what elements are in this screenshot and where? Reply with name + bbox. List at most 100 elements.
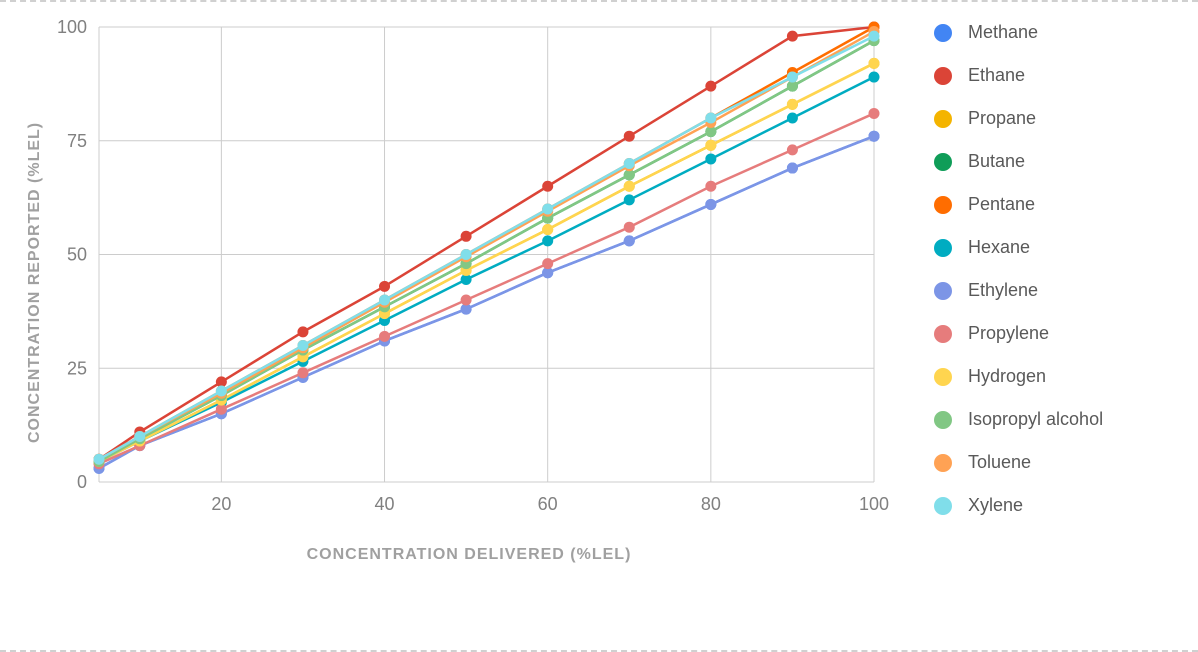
series-line <box>99 36 874 459</box>
series-point <box>787 163 798 174</box>
legend-item: Xylene <box>934 495 1103 516</box>
legend-swatch-icon <box>934 110 952 128</box>
legend-label: Hydrogen <box>968 366 1046 387</box>
series-point <box>869 31 880 42</box>
series-point <box>787 72 798 83</box>
series-point <box>542 235 553 246</box>
y-tick-label: 50 <box>67 245 87 265</box>
series-point <box>869 72 880 83</box>
series-point <box>787 31 798 42</box>
x-tick-label: 40 <box>375 494 395 514</box>
series-point <box>379 295 390 306</box>
legend-swatch-icon <box>934 411 952 429</box>
series-line <box>99 113 874 463</box>
x-tick-label: 100 <box>859 494 889 514</box>
series-line <box>99 41 874 462</box>
y-tick-label: 75 <box>67 131 87 151</box>
legend-swatch-icon <box>934 497 952 515</box>
legend-item: Propane <box>934 108 1103 129</box>
series-point <box>297 326 308 337</box>
legend-item: Isopropyl alcohol <box>934 409 1103 430</box>
series-point <box>542 204 553 215</box>
series-point <box>461 295 472 306</box>
legend-label: Pentane <box>968 194 1035 215</box>
series-point <box>624 194 635 205</box>
legend-label: Xylene <box>968 495 1023 516</box>
series-point <box>542 181 553 192</box>
series-point <box>379 331 390 342</box>
legend-item: Toluene <box>934 452 1103 473</box>
series-point <box>705 153 716 164</box>
x-tick-label: 20 <box>211 494 231 514</box>
legend-swatch-icon <box>934 196 952 214</box>
series-point <box>705 181 716 192</box>
series-point <box>705 113 716 124</box>
series-point <box>787 113 798 124</box>
series-point <box>624 158 635 169</box>
legend-label: Propylene <box>968 323 1049 344</box>
series-point <box>379 281 390 292</box>
series-point <box>461 249 472 260</box>
legend-label: Toluene <box>968 452 1031 473</box>
series-point <box>705 140 716 151</box>
series-point <box>869 58 880 69</box>
legend-item: Methane <box>934 22 1103 43</box>
series-point <box>461 231 472 242</box>
series-line <box>99 136 874 468</box>
legend-swatch-icon <box>934 67 952 85</box>
y-tick-label: 0 <box>77 472 87 492</box>
series-point <box>624 235 635 246</box>
legend-label: Butane <box>968 151 1025 172</box>
series-point <box>787 144 798 155</box>
x-tick-label: 60 <box>538 494 558 514</box>
series-point <box>297 367 308 378</box>
chart-container: CONCENTRATION REPORTED (%LEL) 0 25 50 75 100… <box>0 2 1198 650</box>
series-point <box>869 131 880 142</box>
legend-item: Propylene <box>934 323 1103 344</box>
series-point <box>705 199 716 210</box>
legend-item: Butane <box>934 151 1103 172</box>
legend-item: Pentane <box>934 194 1103 215</box>
y-axis-ticks: 0 25 50 75 100 <box>57 17 87 492</box>
series-line <box>99 136 874 468</box>
legend-swatch-icon <box>934 153 952 171</box>
series-point <box>624 181 635 192</box>
legend-swatch-icon <box>934 454 952 472</box>
series-point <box>542 224 553 235</box>
legend-label: Ethylene <box>968 280 1038 301</box>
series-point <box>624 131 635 142</box>
legend-swatch-icon <box>934 24 952 42</box>
series-point <box>94 454 105 465</box>
legend-swatch-icon <box>934 325 952 343</box>
chart-legend: Methane Ethane Propane Butane Pentane Hexane E… <box>934 22 1103 538</box>
legend-item: Ethylene <box>934 280 1103 301</box>
series-point <box>134 431 145 442</box>
x-tick-label: 80 <box>701 494 721 514</box>
legend-swatch-icon <box>934 368 952 386</box>
legend-item: Ethane <box>934 65 1103 86</box>
legend-label: Isopropyl alcohol <box>968 409 1103 430</box>
series-point <box>624 222 635 233</box>
legend-label: Hexane <box>968 237 1030 258</box>
plot-column: 025507510020406080100 CONCENTRATION DELI… <box>44 12 894 564</box>
legend-swatch-icon <box>934 239 952 257</box>
y-tick-label: 25 <box>67 358 87 378</box>
series-point <box>297 340 308 351</box>
series-point <box>869 108 880 119</box>
legend-label: Ethane <box>968 65 1025 86</box>
y-tick-label: 100 <box>57 17 87 37</box>
line-chart: 0 25 50 75 100 20 40 60 80 100 <box>44 12 894 522</box>
chart-frame: CONCENTRATION REPORTED (%LEL) 0 25 50 75 100… <box>0 0 1198 652</box>
legend-label: Methane <box>968 22 1038 43</box>
series-line <box>99 63 874 461</box>
series-point <box>216 386 227 397</box>
series-point <box>787 99 798 110</box>
legend-label: Propane <box>968 108 1036 129</box>
legend-item: Hydrogen <box>934 366 1103 387</box>
series-point <box>705 81 716 92</box>
x-axis-ticks: 20 40 60 80 100 <box>211 494 889 514</box>
legend-swatch-icon <box>934 282 952 300</box>
y-axis-title: CONCENTRATION REPORTED (%LEL) <box>20 32 44 532</box>
series-point <box>542 258 553 269</box>
series-group <box>94 22 880 474</box>
